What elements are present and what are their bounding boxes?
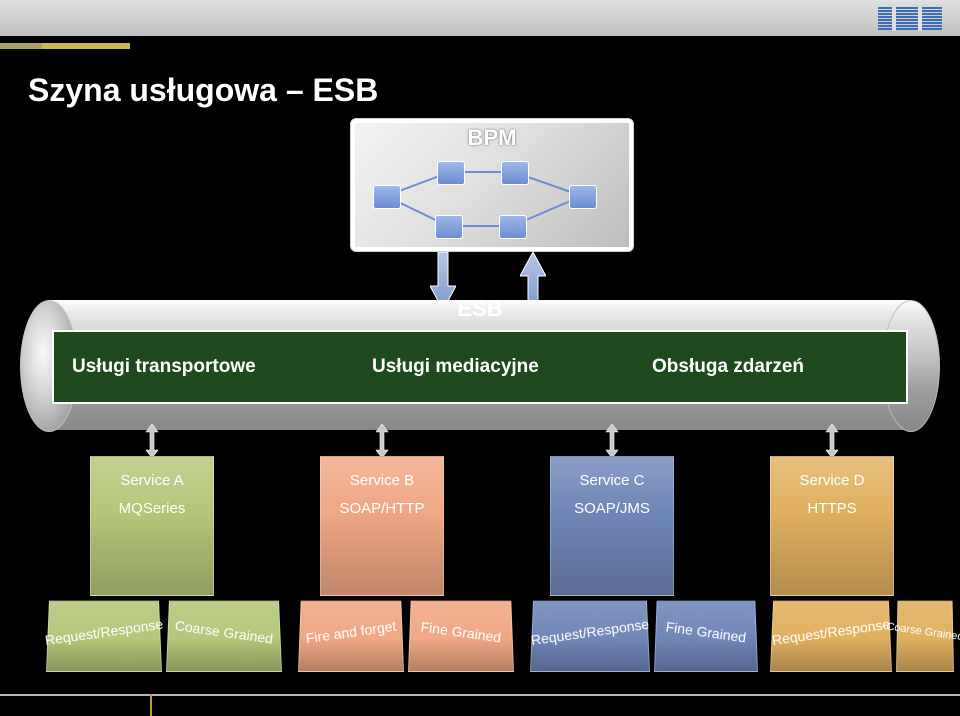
plaque: Request/Response — [46, 592, 162, 672]
service-protocol: HTTPS — [770, 500, 894, 517]
esb-bar-item: Usługi mediacyjne — [372, 356, 652, 378]
bpm-node — [569, 185, 597, 209]
slide: Szyna usługowa – ESB BPM ESB — [0, 0, 960, 716]
plaque: Request/Response — [770, 592, 892, 672]
plaque: Fine Grained — [654, 592, 758, 672]
esb-label: ESB — [457, 296, 502, 322]
plaque: Request/Response — [530, 592, 650, 672]
top-accent — [0, 36, 130, 42]
service-pillar: Service B SOAP/HTTP — [320, 428, 444, 596]
plaque: Fire and forget — [298, 592, 404, 672]
bpm-node — [501, 161, 529, 185]
footer-mark — [150, 694, 152, 716]
connector-icon — [604, 424, 620, 458]
esb-bar: Usługi transportowe Usługi mediacyjne Ob… — [52, 330, 908, 404]
service-pillar: Service A MQSeries — [90, 428, 214, 596]
service-protocol: SOAP/JMS — [550, 500, 674, 517]
bpm-node — [373, 185, 401, 209]
service-name: Service D — [770, 472, 894, 489]
service-pillar: Service C SOAP/JMS — [550, 428, 674, 596]
top-bar — [0, 0, 960, 36]
service-name: Service B — [320, 472, 444, 489]
service-name: Service C — [550, 472, 674, 489]
slide-title: Szyna usługowa – ESB — [28, 72, 378, 109]
bpm-box: BPM — [350, 118, 634, 252]
esb-bar-item: Obsługa zdarzeń — [652, 356, 906, 378]
bpm-node — [435, 215, 463, 239]
service-protocol: MQSeries — [90, 500, 214, 517]
plaque: Coarse Grained — [896, 592, 954, 672]
bpm-node — [437, 161, 465, 185]
plaque: Coarse Grained — [166, 592, 282, 672]
esb-bar-item: Usługi transportowe — [54, 356, 372, 378]
connector-icon — [824, 424, 840, 458]
service-name: Service A — [90, 472, 214, 489]
connector-icon — [144, 424, 160, 458]
footer-divider — [0, 694, 960, 696]
plaque: Fine Grained — [408, 592, 514, 672]
service-pillar: Service D HTTPS — [770, 428, 894, 596]
service-protocol: SOAP/HTTP — [320, 500, 444, 517]
connector-icon — [374, 424, 390, 458]
ibm-logo — [878, 7, 942, 31]
bpm-node — [499, 215, 527, 239]
